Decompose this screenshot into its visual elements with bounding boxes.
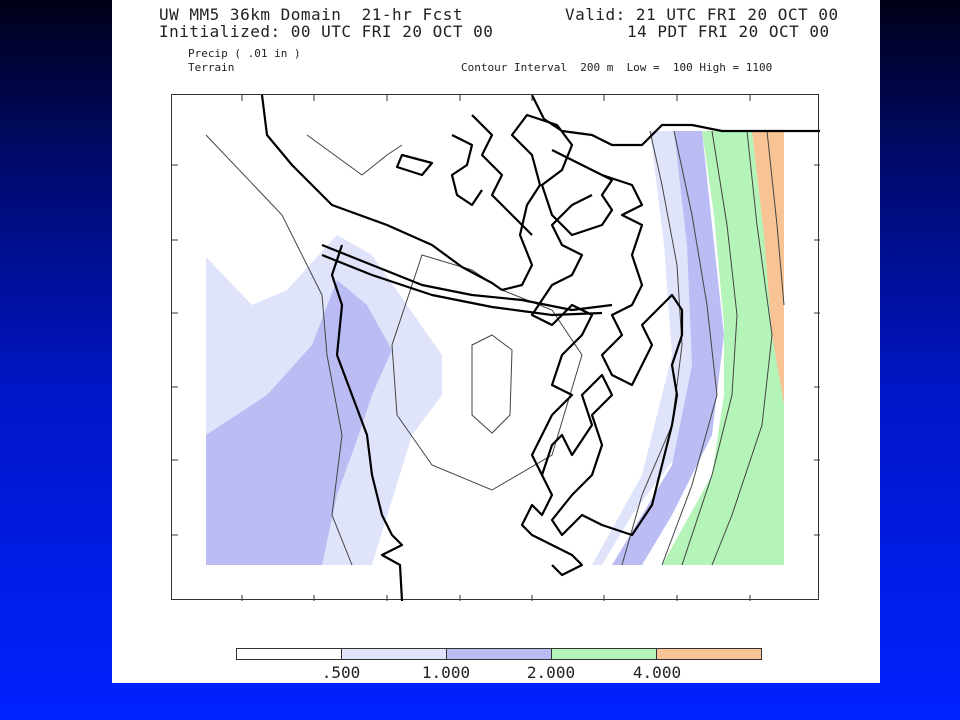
colorbar-segment [447,649,552,659]
valid-time-utc: Valid: 21 UTC FRI 20 OCT 00 [565,5,839,24]
init-time: Initialized: 00 UTC FRI 20 OCT 00 [159,22,494,41]
colorbar-label: 1.000 [421,663,471,682]
contour-interval-info: Contour Interval 200 m Low = 100 High = … [461,61,773,74]
colorbar-label: 4.000 [632,663,682,682]
colorbar-segment [342,649,447,659]
model-title: UW MM5 36km Domain 21-hr Fcst [159,5,463,24]
precip-map [171,94,820,601]
precip-area-orange [752,131,784,405]
field-precip-label: Precip ( .01 in ) [188,47,301,60]
colorbar-segment [237,649,342,659]
coastlines [260,95,820,601]
precip-colorbar [236,648,762,660]
precip-area-medium-west [206,280,392,565]
axis-ticks [172,95,820,601]
colorbar-label: 2.000 [526,663,576,682]
field-terrain-label: Terrain [188,61,235,74]
forecast-panel: UW MM5 36km Domain 21-hr Fcst Initialize… [112,0,880,683]
colorbar-label: .500 [321,663,361,682]
precip-area-green [662,131,784,565]
colorbar-segment [552,649,657,659]
colorbar-segment [657,649,761,659]
valid-time-pdt: 14 PDT FRI 20 OCT 00 [627,22,830,41]
map-canvas [172,95,820,601]
